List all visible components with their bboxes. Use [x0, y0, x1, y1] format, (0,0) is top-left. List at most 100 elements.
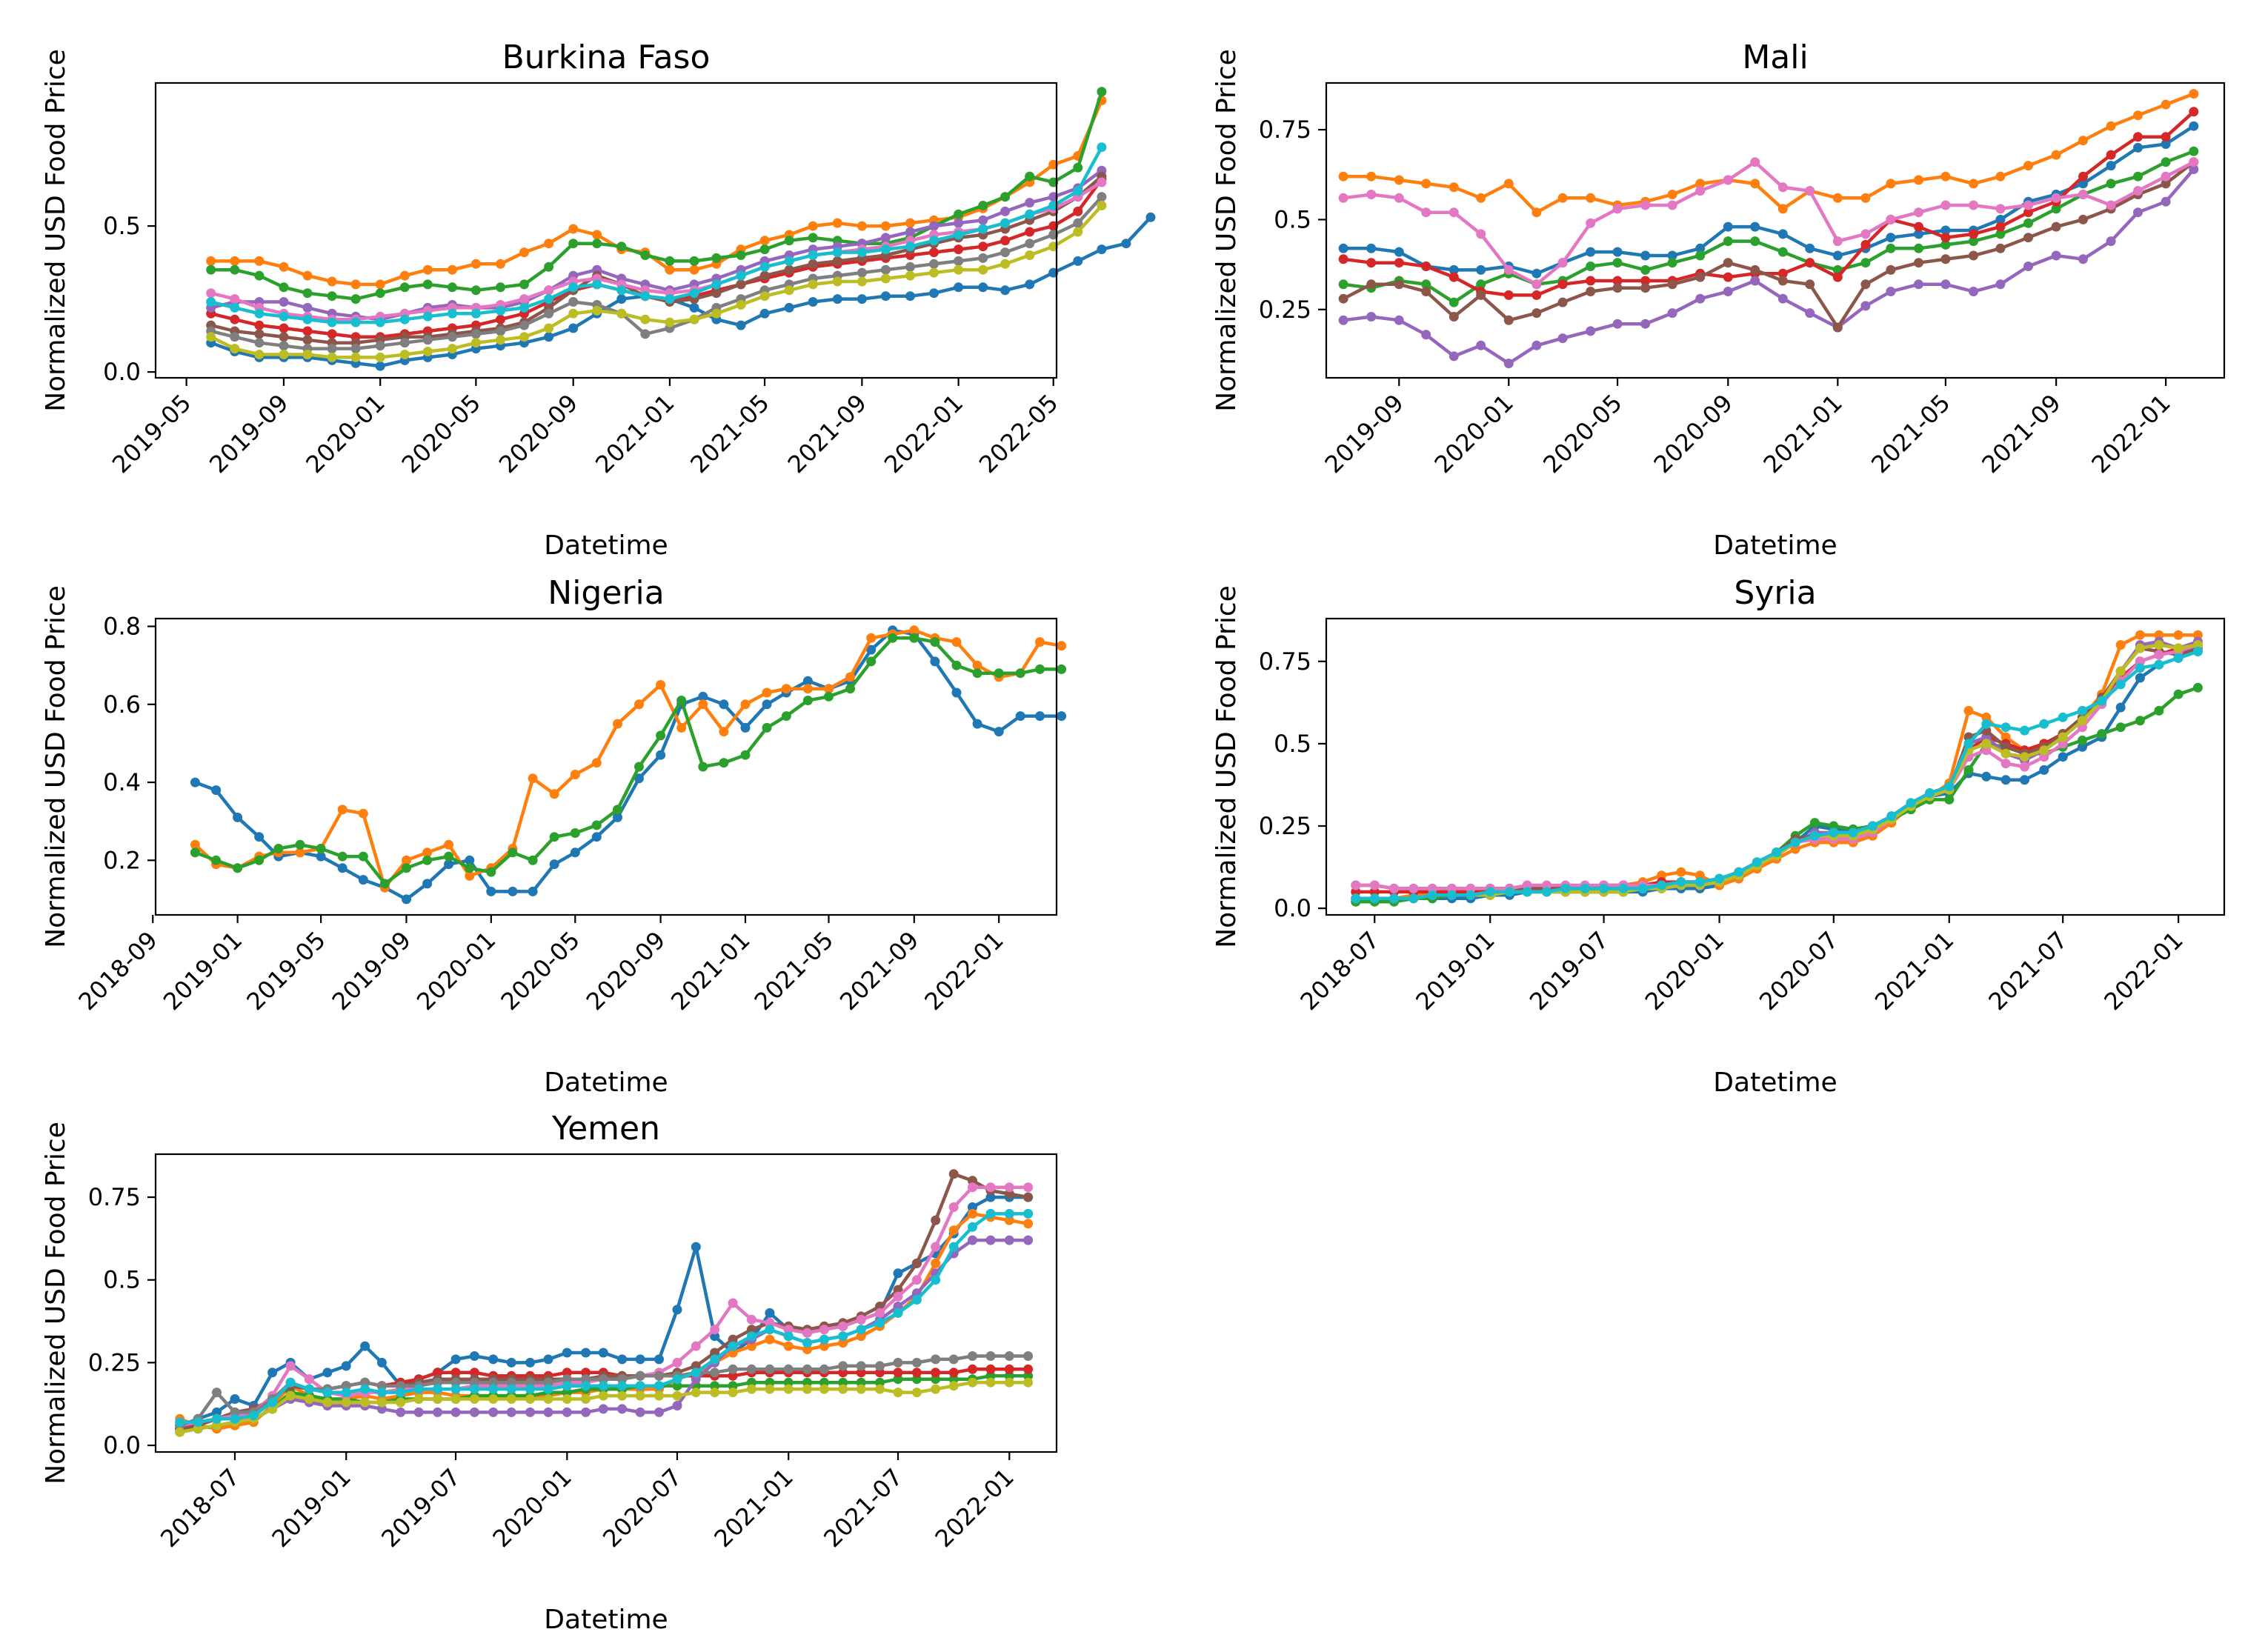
data-point	[746, 1384, 756, 1394]
data-point	[519, 302, 529, 313]
data-point	[543, 1394, 553, 1404]
data-point	[2135, 673, 2145, 683]
data-point	[1366, 312, 1377, 322]
data-point	[2135, 643, 2145, 653]
data-point	[267, 1397, 278, 1408]
data-point	[784, 302, 794, 313]
data-point	[1790, 837, 1800, 847]
data-point	[488, 1354, 499, 1365]
data-point	[1097, 142, 1107, 153]
data-point	[1586, 326, 1596, 336]
data-point	[978, 253, 988, 263]
data-point	[654, 1407, 664, 1417]
data-point	[2115, 640, 2126, 650]
data-point	[838, 1331, 848, 1342]
data-point	[211, 855, 222, 865]
data-point	[1612, 204, 1623, 214]
data-point	[570, 770, 580, 779]
data-point	[2078, 716, 2087, 726]
data-point	[1073, 206, 1083, 216]
data-point	[2078, 742, 2087, 752]
data-point	[838, 1368, 848, 1378]
data-point	[893, 1357, 903, 1368]
data-point	[2161, 132, 2171, 142]
data-point	[285, 1377, 296, 1388]
data-point	[350, 317, 361, 327]
data-point	[230, 332, 240, 342]
data-point	[746, 1364, 756, 1374]
data-point	[1723, 236, 1733, 247]
data-point	[1503, 290, 1514, 300]
data-point	[893, 1268, 903, 1279]
data-point	[2039, 752, 2049, 762]
y-tick-label: 0.5	[1274, 205, 1311, 233]
data-point	[808, 297, 818, 307]
data-point	[954, 264, 964, 275]
data-point	[1503, 264, 1514, 275]
data-point	[1073, 162, 1083, 173]
data-point	[1599, 883, 1609, 893]
data-point	[698, 691, 708, 702]
data-point	[689, 288, 699, 299]
data-point	[2154, 659, 2164, 670]
data-point	[562, 1407, 572, 1417]
data-point	[399, 338, 410, 348]
data-point	[568, 308, 579, 319]
data-point	[1073, 218, 1083, 228]
data-point	[1351, 880, 1361, 890]
data-point	[1777, 204, 1788, 214]
data-point	[1886, 264, 1896, 275]
data-point	[375, 317, 385, 327]
data-point	[1097, 177, 1107, 187]
data-point	[1723, 175, 1733, 185]
data-point	[1000, 206, 1011, 216]
data-point	[1015, 711, 1025, 722]
data-point	[2078, 254, 2088, 264]
x-tick-label: 2021-09	[782, 389, 872, 479]
data-point	[543, 1377, 553, 1388]
data-point	[1421, 287, 1431, 296]
x-tick-label: 2020-01	[488, 1463, 577, 1553]
data-point	[856, 1377, 866, 1388]
data-point	[736, 270, 746, 281]
data-point	[254, 270, 265, 281]
data-point	[951, 660, 962, 670]
data-point	[525, 1357, 535, 1368]
data-point	[665, 317, 675, 327]
data-point	[1969, 250, 1978, 261]
data-point	[1829, 821, 1839, 831]
data-point	[634, 762, 644, 772]
data-point	[665, 256, 675, 266]
data-point	[528, 855, 538, 865]
data-point	[929, 267, 939, 278]
data-point	[875, 1368, 885, 1378]
data-point	[2135, 630, 2145, 640]
data-point	[1750, 276, 1760, 286]
data-point	[698, 699, 708, 710]
data-point	[665, 294, 675, 304]
data-point	[710, 1348, 720, 1358]
data-point	[562, 1374, 572, 1385]
data-point	[1667, 250, 1677, 261]
data-point	[360, 1384, 370, 1394]
data-point	[279, 323, 289, 333]
data-point	[972, 668, 982, 679]
data-point	[1394, 258, 1404, 268]
data-point	[568, 323, 579, 333]
data-point	[376, 1388, 387, 1398]
x-tick-label: 2019-07	[1524, 926, 1614, 1016]
data-point	[1969, 287, 1978, 296]
data-point	[1394, 315, 1404, 325]
data-point	[905, 262, 915, 272]
data-point	[711, 308, 722, 319]
data-point	[880, 273, 891, 284]
data-point	[1586, 193, 1596, 203]
data-point	[1676, 867, 1686, 877]
data-point	[341, 1388, 351, 1398]
data-point	[2000, 775, 2011, 785]
data-point	[399, 350, 410, 359]
data-point	[2189, 164, 2199, 174]
axes-frame	[154, 617, 1058, 916]
data-point	[1531, 207, 1542, 218]
data-point	[617, 1354, 628, 1365]
